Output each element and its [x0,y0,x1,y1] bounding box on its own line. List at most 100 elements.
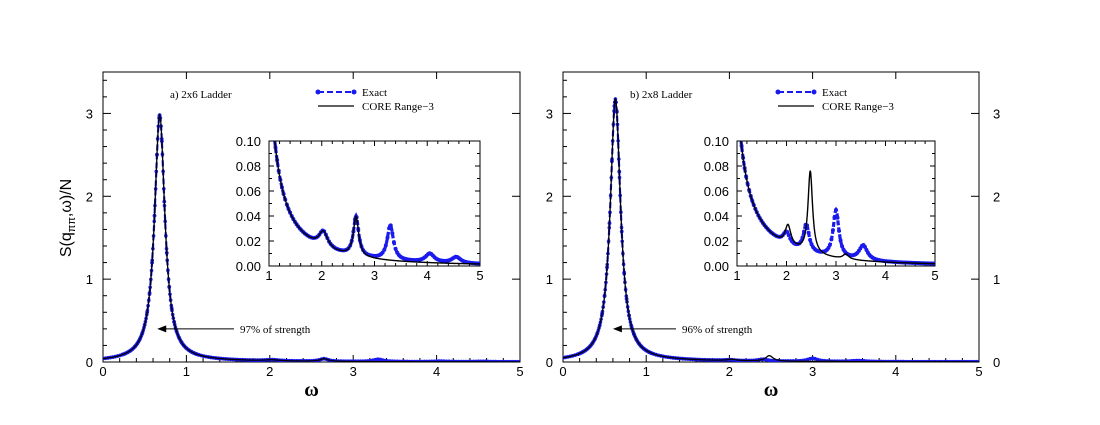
y-tick-label-right: 3 [993,106,1000,121]
inset: 1 2 3 4 5 0.00 0.02 0.04 0.06 0.08 0.10 [236,55,484,283]
inset-y-tick-label: 0.08 [236,159,261,174]
inset-exact-marker [862,244,867,249]
annotation-text: 96% of strength [682,324,753,336]
inset-y-tick-label: 0.00 [236,259,261,274]
inset-exact-marker [382,247,387,252]
x-tick-label: 0 [559,364,566,379]
y-tick-label: 2 [86,189,93,204]
inset-x-tick-label: 3 [832,268,839,283]
inset-exact-marker [738,129,742,133]
y-tick-label: 1 [546,272,553,287]
y-tick-label-right: 1 [993,272,1000,287]
inset-exact-marker [838,238,843,243]
legend-label-core: CORE Range−3 [822,101,894,113]
legend-label-exact: Exact [822,87,847,99]
panel-label: b) 2x8 Ladder [630,89,693,101]
inset-exact-marker [272,130,276,134]
y-tick-label-right: 0 [993,355,1000,370]
series-core-line [103,112,520,362]
panel-label: a) 2x6 Ladder [170,89,232,101]
inset-y-tick-label: 0.04 [704,209,729,224]
series-core-line [563,96,979,362]
legend-label-core: CORE Range−3 [362,101,434,113]
inset-exact-marker [388,223,393,228]
y-tick-label: 1 [86,272,93,287]
y-tick-label: 0 [546,355,553,370]
inset-series-core-line [274,141,480,265]
inset-exact-marker [808,237,813,242]
inset-y-tick-label: 0.10 [704,134,729,149]
x-tick-label: 2 [266,364,273,379]
annotation-text: 97% of strength [240,324,311,336]
inset-exact-marker [270,111,274,115]
inset-exact-marker [735,89,739,93]
inset-exact-marker [837,228,842,233]
x-tick-label: 3 [350,364,357,379]
inset-frame [736,140,936,267]
legend-marker-exact [351,89,357,95]
inset-x-tick-label: 2 [783,268,790,283]
inset-exact-marker [826,246,831,251]
inset-exact-marker [737,111,741,115]
inset-series-core-line [740,141,935,265]
inset-exact-marker [827,242,832,247]
inset-exact-marker [269,86,273,90]
inset-exact-marker [785,229,790,234]
legend-marker-exact [775,89,781,95]
legend-marker-exact [811,89,817,95]
inset-y-tick-label: 0.04 [236,209,261,224]
inset-x-tick-label: 4 [882,268,889,283]
inset-exact-marker [786,233,791,238]
y-tick-label: 3 [86,106,93,121]
inset-exact-marker [832,215,837,220]
x-tick-label: 4 [433,364,440,379]
inset-exact-marker [390,231,395,236]
inset-y-tick-label: 0.08 [704,159,729,174]
inset-x-tick-label: 2 [318,268,325,283]
inset-exact-marker [834,207,838,212]
x-tick-label: 4 [892,364,899,379]
legend-label-exact: Exact [362,87,387,99]
annotation-arrow-head [157,325,167,333]
y-tick-label: 0 [86,355,93,370]
x-axis-title: ω [764,379,779,401]
inset-x-tick-label: 1 [265,268,272,283]
x-tick-label: 0 [99,364,106,379]
y-axis-label: S(qππ,ω)/N [58,179,78,257]
inset-y-tick-label: 0.10 [236,134,261,149]
inset-x-tick-label: 4 [424,268,431,283]
inset: 1 2 3 4 5 0.00 0.02 0.04 0.06 0.08 0.10 [704,89,939,283]
annotation-arrow-head [612,325,622,333]
inset-exact-marker [393,246,398,251]
inset-x-tick-label: 5 [476,268,483,283]
x-tick-label: 5 [975,364,982,379]
inset-x-tick-label: 3 [371,268,378,283]
inset-exact-marker [385,235,390,240]
x-axis-title: ω [304,379,319,401]
y-tick-label: 3 [546,106,553,121]
inset-y-tick-label: 0.02 [704,234,729,249]
inset-exact-marker [830,228,835,233]
x-tick-label: 5 [516,364,523,379]
inset-x-tick-label: 5 [931,268,938,283]
y-tick-label: 2 [546,189,553,204]
x-tick-label: 3 [809,364,816,379]
inset-y-tick-label: 0.02 [236,234,261,249]
inset-x-tick-label: 1 [733,268,740,283]
inset-frame [268,140,481,267]
inset-exact-marker [383,243,388,248]
inset-exact-marker [835,215,840,220]
inset-y-tick-label: 0.06 [704,184,729,199]
x-tick-label: 2 [726,364,733,379]
inset-exact-marker [267,55,271,59]
y-tick-label-right: 2 [993,189,1000,204]
x-tick-label: 1 [643,364,650,379]
panel-a: 0 1 2 3 4 5 0 1 2 3 ω a) 2x6 Ladder Exact CORE Range−… [86,55,524,401]
inset-exact-marker [806,230,811,235]
inset-y-tick-label: 0.06 [236,184,261,199]
inset-exact-marker [840,244,845,249]
legend-marker-exact [315,89,321,95]
